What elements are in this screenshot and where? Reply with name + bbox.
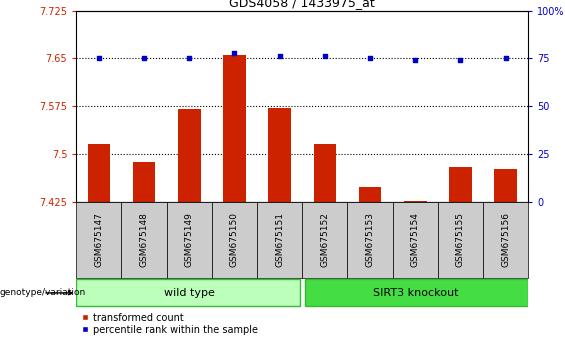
Text: GSM675152: GSM675152 xyxy=(320,212,329,267)
Point xyxy=(230,50,239,56)
Text: GSM675151: GSM675151 xyxy=(275,212,284,267)
Text: SIRT3 knockout: SIRT3 knockout xyxy=(372,288,458,298)
Bar xyxy=(393,202,438,278)
Bar xyxy=(438,202,483,278)
Bar xyxy=(494,169,517,202)
Point xyxy=(185,56,194,61)
Text: GSM675154: GSM675154 xyxy=(411,212,420,267)
Text: GSM675155: GSM675155 xyxy=(456,212,465,267)
Point xyxy=(456,57,465,63)
Bar xyxy=(178,109,201,202)
Bar xyxy=(302,202,347,278)
Bar xyxy=(88,144,110,202)
Bar xyxy=(257,202,302,278)
Bar xyxy=(404,200,427,202)
Bar xyxy=(121,202,167,278)
Bar xyxy=(268,108,291,202)
Bar xyxy=(212,202,257,278)
Bar xyxy=(449,167,472,202)
Text: GSM675150: GSM675150 xyxy=(230,212,239,267)
Text: GSM675148: GSM675148 xyxy=(140,212,149,267)
Bar xyxy=(76,202,121,278)
Bar xyxy=(305,279,528,307)
Point xyxy=(320,54,329,59)
Title: GDS4058 / 1433975_at: GDS4058 / 1433975_at xyxy=(229,0,375,10)
Text: GSM675149: GSM675149 xyxy=(185,212,194,267)
Text: GSM675156: GSM675156 xyxy=(501,212,510,267)
Bar xyxy=(483,202,528,278)
Point xyxy=(94,56,103,61)
Text: wild type: wild type xyxy=(164,288,215,298)
Bar xyxy=(359,187,381,202)
Point xyxy=(366,56,375,61)
Bar xyxy=(223,55,246,202)
Point xyxy=(140,56,149,61)
Point xyxy=(411,57,420,63)
Bar xyxy=(76,279,300,307)
Point xyxy=(275,54,284,59)
Bar xyxy=(133,162,155,202)
Point xyxy=(501,56,510,61)
Bar xyxy=(167,202,212,278)
Text: GSM675153: GSM675153 xyxy=(366,212,375,267)
Text: GSM675147: GSM675147 xyxy=(94,212,103,267)
Text: genotype/variation: genotype/variation xyxy=(0,289,86,297)
Bar xyxy=(347,202,393,278)
Legend: transformed count, percentile rank within the sample: transformed count, percentile rank withi… xyxy=(81,313,258,335)
Bar xyxy=(314,144,336,202)
